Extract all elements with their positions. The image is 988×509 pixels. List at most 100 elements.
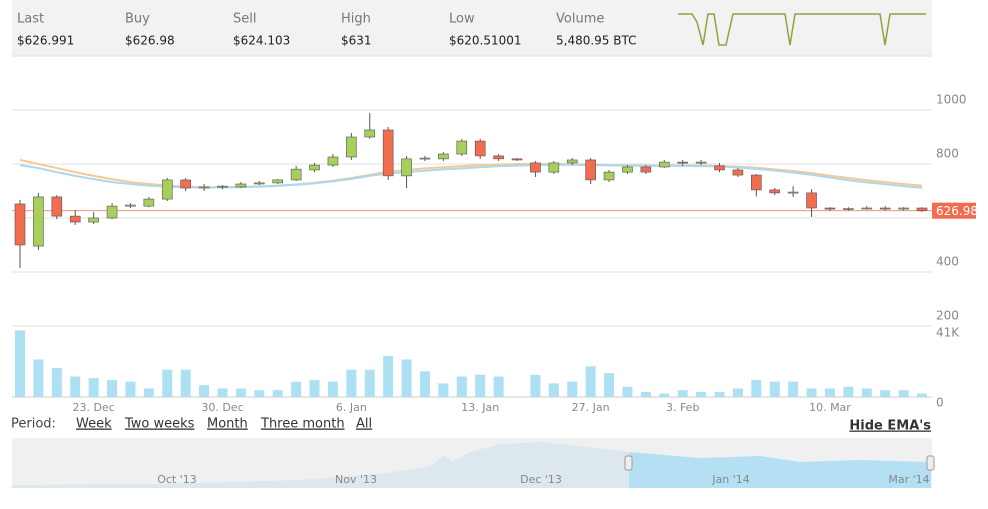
candle-body <box>143 198 155 207</box>
candle-body <box>603 171 615 181</box>
volume-bar <box>199 385 210 397</box>
volume-bar <box>456 376 467 397</box>
volume-bar <box>806 388 817 397</box>
candle-body <box>69 215 81 223</box>
volume-bar <box>622 386 633 397</box>
period-label: Period: <box>11 417 56 432</box>
candle-body <box>364 129 376 138</box>
stat-label: Volume <box>556 12 604 27</box>
candle-body <box>51 196 63 217</box>
candle-body <box>677 161 688 164</box>
stat-value: $626.991 <box>17 34 74 48</box>
volume-bar <box>88 378 99 397</box>
candle-body <box>456 140 468 155</box>
navigator-label: Jan '14 <box>711 473 749 486</box>
candle-body <box>198 186 210 189</box>
volume-bar <box>33 359 44 397</box>
stat-value: $620.51001 <box>449 34 522 48</box>
volume-bar <box>751 379 762 397</box>
candle-body <box>714 165 725 171</box>
last-price-tag <box>932 202 976 219</box>
candle-body <box>180 179 191 189</box>
candle-body <box>622 166 633 173</box>
candle-body <box>382 129 394 177</box>
period-link[interactable]: Two weeks <box>124 417 195 432</box>
candle-body <box>346 136 357 158</box>
volume-bar <box>788 381 799 397</box>
candle-body <box>235 183 247 188</box>
volume-bar <box>291 381 302 397</box>
candle-body <box>419 157 431 160</box>
hide-ema-link[interactable]: Hide EMA's <box>849 419 931 434</box>
candle-body <box>125 204 136 207</box>
stat-label: Sell <box>233 12 256 27</box>
volume-bar <box>585 366 596 397</box>
volume-bar <box>843 386 854 397</box>
period-link[interactable]: Week <box>76 417 112 432</box>
navigator-label: Mar '14 <box>888 473 929 486</box>
navigator-selection <box>629 452 931 488</box>
candle-body <box>272 179 284 184</box>
volume-bar <box>162 369 173 397</box>
volume-bar <box>604 373 615 397</box>
candle-body <box>474 140 486 157</box>
volume-bar <box>659 393 670 397</box>
candle-body <box>327 156 339 166</box>
volume-bar <box>677 390 688 397</box>
volume-bar <box>419 371 430 397</box>
volume-bar <box>475 374 486 397</box>
volume-bar <box>309 379 320 397</box>
stat-label: Low <box>449 12 475 27</box>
volume-bar <box>530 374 541 397</box>
navigator-area <box>12 442 629 488</box>
volume-bar <box>254 390 265 397</box>
candle-body <box>548 162 560 173</box>
period-link[interactable]: All <box>356 417 372 432</box>
volume-bar <box>567 381 578 397</box>
volume-bar <box>861 388 872 397</box>
volume-bar <box>898 390 909 397</box>
stat-label: Last <box>17 12 44 27</box>
volume-bar <box>696 391 707 397</box>
stat-value: $626.98 <box>125 34 175 48</box>
volume-bar <box>401 359 412 397</box>
volume-bar <box>235 388 246 397</box>
last-price-label: 626.98 <box>936 204 978 218</box>
volume-bar <box>51 367 62 397</box>
stat-label: Buy <box>125 12 150 27</box>
volume-bar <box>107 379 118 397</box>
period-link[interactable]: Month <box>207 417 248 432</box>
candle-body <box>530 162 541 173</box>
candle-body <box>916 207 928 212</box>
y-tick-label: 400 <box>936 255 959 269</box>
sparkline <box>678 13 926 46</box>
volume-bar <box>493 376 504 397</box>
candle-body <box>861 207 873 210</box>
volume-tick-label: 41K <box>936 326 960 340</box>
candle-body <box>658 161 670 168</box>
volume-bar <box>917 393 927 397</box>
candle-body <box>438 153 449 160</box>
navigator-label: Oct '13 <box>157 473 197 486</box>
volume-bar <box>364 369 375 397</box>
navigator-handle[interactable] <box>624 455 633 471</box>
candle-body <box>640 166 652 173</box>
candle-body <box>879 207 891 210</box>
candle-body <box>806 192 817 209</box>
volume-bar <box>15 330 25 397</box>
navigator-handle[interactable] <box>926 455 935 471</box>
stats-bar <box>12 0 932 56</box>
candle-body <box>751 174 762 191</box>
volume-bar <box>70 376 81 397</box>
volume-bar <box>346 369 357 397</box>
stat-label: High <box>341 12 371 27</box>
x-tick-label: 13. Jan <box>461 401 499 414</box>
navigator-label: Nov '13 <box>335 473 377 486</box>
volume-bar <box>180 369 191 397</box>
x-tick-label: 6. Jan <box>336 401 367 414</box>
volume-bar <box>824 388 835 397</box>
volume-bar <box>769 381 780 397</box>
period-link[interactable]: Three month <box>260 417 345 432</box>
x-tick-label: 27. Jan <box>572 401 610 414</box>
